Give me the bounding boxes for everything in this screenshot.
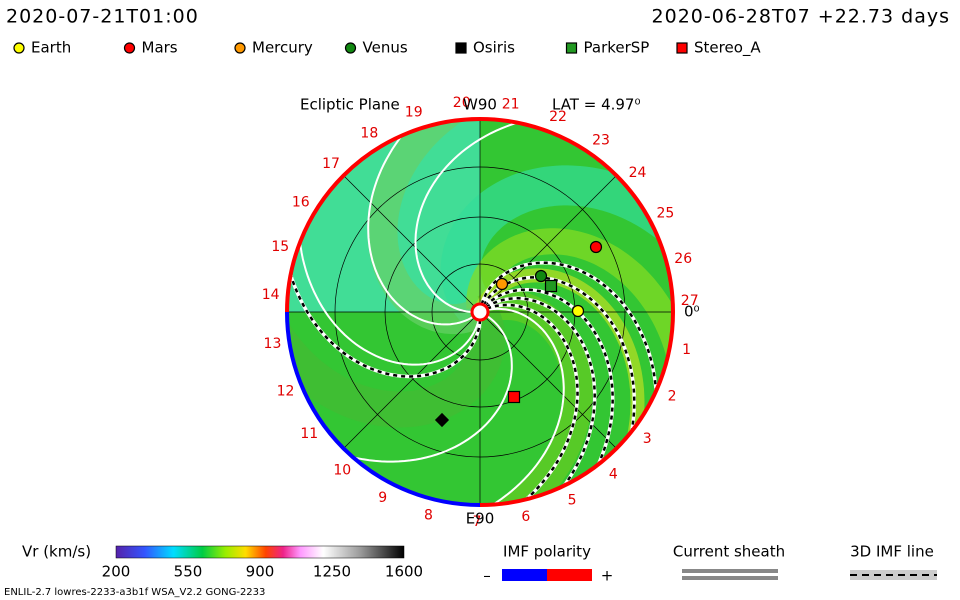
- day-label: 15: [271, 239, 289, 255]
- day-label: 5: [568, 493, 577, 509]
- day-label: 24: [629, 165, 647, 181]
- right-label: 0⁰: [684, 303, 700, 321]
- day-label: 17: [322, 156, 340, 172]
- imf-line-title: 3D IMF line: [850, 543, 934, 561]
- day-label: 13: [264, 336, 282, 352]
- body-marker: [589, 240, 603, 254]
- imf-line: [367, 119, 539, 326]
- day-label: 8: [424, 508, 433, 524]
- day-label: 25: [657, 205, 675, 221]
- colorbar-ticks: 200 550 900 1250 1600: [102, 563, 423, 581]
- day-label: 18: [360, 126, 378, 142]
- legend-marker: [13, 42, 25, 54]
- legend-marker: [344, 42, 357, 54]
- body-marker: [544, 279, 558, 293]
- wind-band: [287, 212, 506, 428]
- day-label: 27: [681, 293, 699, 309]
- day-label: 26: [674, 251, 692, 267]
- day-label: 14: [262, 287, 280, 303]
- sun: [470, 302, 490, 322]
- legend: Earth Mars Mercury Venus Osiris ParkerSP Stere…: [13, 39, 761, 58]
- day-label: 1: [682, 342, 691, 358]
- field-lines: [287, 119, 673, 505]
- imf-polarity-title: IMF polarity: [503, 543, 591, 561]
- imf-positive: [547, 569, 592, 581]
- day-label: 12: [277, 383, 295, 399]
- imf-negative: [502, 569, 547, 581]
- legend-label: Stereo_A: [694, 39, 761, 58]
- disk-fill: [287, 119, 673, 505]
- imf-line-band: [850, 570, 937, 580]
- colorbar-tick: 200: [102, 563, 131, 581]
- day-label: 6: [521, 509, 530, 525]
- colorbar: [115, 545, 405, 559]
- colorbar-tick: 900: [246, 563, 275, 581]
- day-label: 20: [453, 95, 471, 111]
- day-label: 23: [592, 132, 610, 148]
- current-sheath-title: Current sheath: [673, 543, 785, 561]
- day-label: 16: [292, 195, 310, 211]
- wind-band: [367, 119, 580, 335]
- run-info: 2020-06-28T07 +22.73 days: [652, 6, 950, 28]
- legend-label: Mercury: [252, 39, 313, 57]
- body-marker: [534, 269, 548, 283]
- day-label: 3: [643, 431, 652, 447]
- day-label: 4: [609, 466, 618, 482]
- body-marker: [507, 390, 521, 404]
- legend-marker: [455, 42, 467, 54]
- imf-line: [414, 119, 673, 314]
- day-label: 7: [473, 514, 482, 530]
- body-marker: [434, 412, 450, 428]
- legend-label: Osiris: [473, 39, 515, 57]
- plot-title: Ecliptic Plane: [300, 96, 400, 114]
- legend-label: Earth: [31, 39, 71, 57]
- legend-marker: [123, 42, 136, 54]
- legend-label: Mars: [142, 39, 178, 57]
- imf-minus: –: [483, 567, 491, 585]
- latitude: LAT = 4.97⁰: [552, 96, 640, 114]
- legend-label: ParkerSP: [584, 39, 650, 57]
- day-label: 11: [300, 426, 318, 442]
- imf-line-dash: [287, 119, 482, 378]
- body-marker: [571, 304, 585, 318]
- day-label: 22: [549, 109, 567, 125]
- imf-line: [338, 307, 565, 505]
- colorbar-tick: 550: [174, 563, 203, 581]
- wind-band: [440, 165, 673, 331]
- timestamp: 2020-07-21T01:00: [6, 6, 199, 28]
- legend-label: Venus: [363, 39, 408, 57]
- imf-line-dash: [378, 303, 579, 505]
- colorbar-tick: 1250: [313, 563, 351, 581]
- legend-marker: [676, 42, 688, 54]
- footer: ENLIL-2.7 lowres-2233-a3b1f WSA_V2.2 GON…: [4, 587, 265, 598]
- colorbar-label: Vr (km/s): [22, 543, 91, 561]
- day-label: 10: [333, 462, 351, 478]
- boundary-positive: [285, 117, 675, 507]
- day-label: 2: [668, 389, 677, 405]
- legend-marker: [234, 42, 246, 54]
- legend-marker: [565, 42, 578, 54]
- colorbar-tick: 1600: [385, 563, 423, 581]
- imf-plus: +: [601, 567, 614, 585]
- day-label: 21: [502, 96, 520, 112]
- top-label: W90: [463, 96, 497, 114]
- body-marker: [495, 277, 509, 291]
- bottom-label: E90: [466, 510, 495, 528]
- day-label: 9: [378, 490, 387, 506]
- imf-line-dash: [430, 297, 596, 505]
- day-label: 19: [405, 105, 423, 121]
- imf-line-dash: [483, 288, 614, 505]
- boundary-negative: [285, 311, 481, 507]
